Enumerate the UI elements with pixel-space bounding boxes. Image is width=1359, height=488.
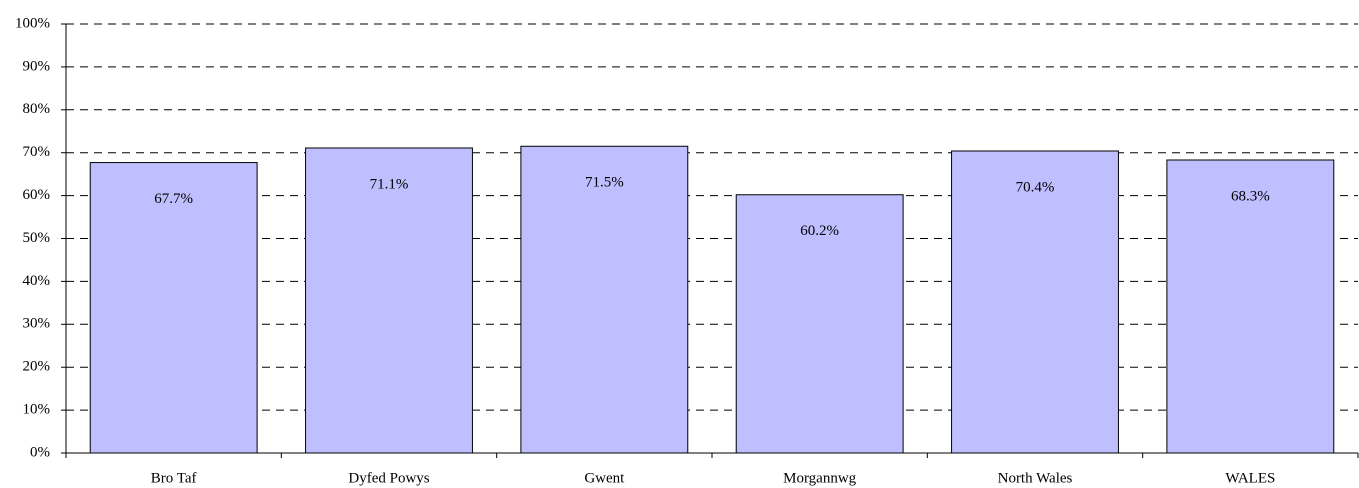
y-tick-label: 0%: [30, 444, 50, 460]
bar: [1166, 159, 1335, 454]
bar: [305, 147, 473, 454]
x-tick-label: WALES: [1225, 470, 1275, 486]
y-tick-label: 30%: [23, 316, 51, 332]
data-label: 68.3%: [1231, 188, 1270, 204]
y-tick-label: 60%: [23, 187, 51, 203]
bar: [520, 145, 689, 454]
data-label: 71.5%: [585, 175, 624, 191]
x-tick-label: Morgannwg: [783, 470, 857, 486]
x-tick-label: Gwent: [584, 470, 625, 486]
x-tick-label: Bro Taf: [151, 470, 197, 486]
y-tick-label: 10%: [23, 402, 51, 418]
data-label: 71.1%: [370, 176, 409, 192]
y-tick-label: 100%: [15, 15, 50, 31]
x-tick-label: North Wales: [998, 470, 1073, 486]
y-tick-label: 20%: [23, 359, 51, 375]
y-tick-label: 90%: [23, 58, 51, 74]
y-tick-label: 50%: [23, 230, 51, 246]
x-tick-label: Dyfed Powys: [348, 470, 429, 486]
y-tick-label: 70%: [23, 144, 51, 160]
bar: [89, 162, 258, 454]
y-tick-label: 80%: [23, 101, 51, 117]
data-label: 67.7%: [154, 191, 193, 207]
y-tick-label: 40%: [23, 273, 51, 289]
bar: [951, 150, 1119, 454]
bar: [735, 194, 904, 454]
data-label: 70.4%: [1016, 179, 1055, 195]
data-label: 60.2%: [800, 223, 839, 239]
